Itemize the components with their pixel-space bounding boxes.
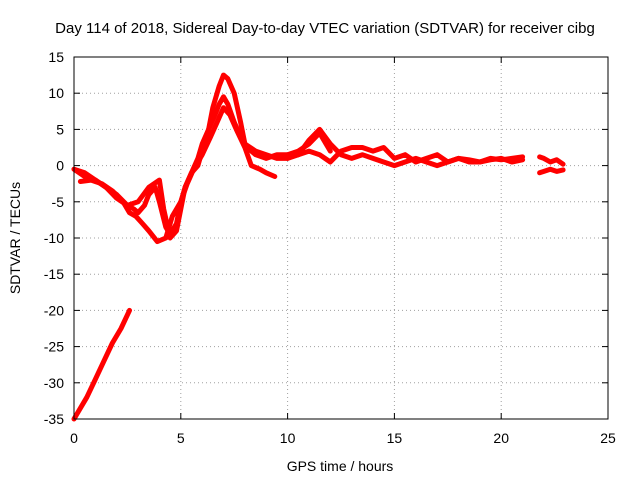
series-trace-e [285, 126, 526, 169]
y-tick-label: -15 [44, 266, 64, 282]
y-tick-label: -35 [44, 411, 64, 427]
series-trace-c [77, 105, 278, 245]
x-tick-label: 0 [70, 430, 78, 446]
y-tick-label: -25 [44, 339, 64, 355]
y-tick-label: 5 [56, 121, 64, 137]
x-tick-label: 15 [387, 430, 403, 446]
y-axis-label: SDTVAR / TECUs [7, 182, 23, 294]
y-tick-label: 0 [56, 158, 64, 174]
y-tick-label: -20 [44, 302, 64, 318]
chart-title: Day 114 of 2018, Sidereal Day-to-day VTE… [55, 20, 595, 37]
x-tick-label: 10 [280, 430, 296, 446]
y-tick-label: 10 [48, 85, 64, 101]
y-tick-label: -5 [52, 194, 65, 210]
series-trace-h [71, 307, 132, 422]
series-trace-g [537, 166, 566, 176]
x-axis-label: GPS time / hours [287, 458, 394, 474]
y-tick-label: -30 [44, 375, 64, 391]
ticks: 0 5 10 15 20 25 15 10 5 0 -5 -10 -15 -20 -25 -30 -35 [44, 49, 616, 446]
x-tick-label: 25 [600, 430, 616, 446]
y-tick-label: -10 [44, 230, 64, 246]
series-group [71, 72, 566, 422]
x-tick-label: 5 [177, 430, 185, 446]
y-tick-label: 15 [48, 49, 64, 65]
series-trace-b [71, 72, 333, 241]
x-tick-label: 20 [493, 430, 509, 446]
series-trace-f [537, 154, 566, 167]
